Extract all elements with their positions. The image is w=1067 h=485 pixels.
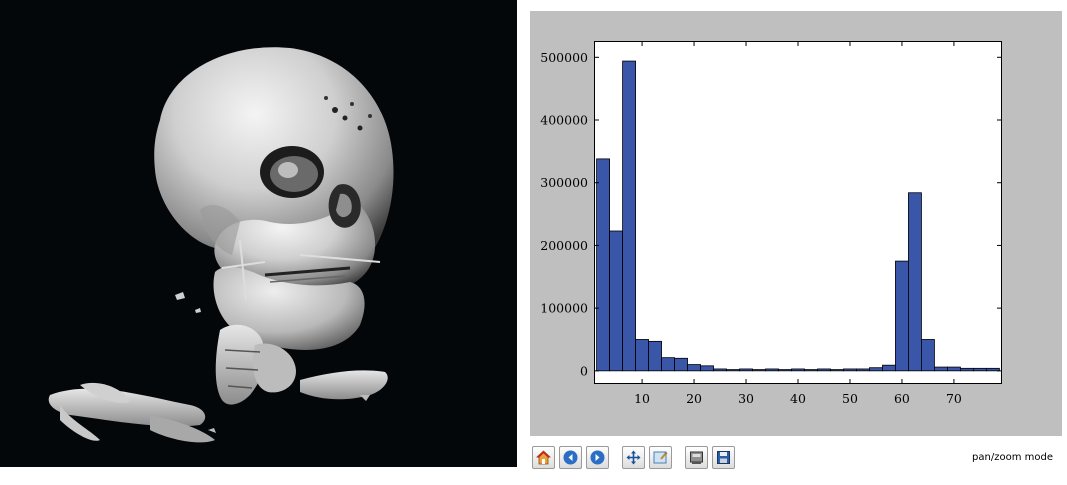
skull-render-image	[48, 47, 394, 443]
histogram-bar	[609, 230, 623, 372]
histogram-bar	[648, 340, 662, 372]
subplots-button[interactable]	[685, 446, 708, 469]
toolbar-mode-status: pan/zoom mode	[972, 452, 1053, 463]
subplots-icon	[690, 451, 703, 464]
y-tick-label: 300000	[540, 175, 588, 190]
x-ticks-layer: 10 20 30 40 50 60 70	[634, 41, 962, 406]
save-button[interactable]	[712, 446, 735, 469]
back-button[interactable]	[559, 446, 582, 469]
y-tick-label: 200000	[540, 238, 588, 253]
histogram-bar	[622, 60, 636, 372]
volume-render-view[interactable]	[0, 0, 517, 467]
histogram-bar	[726, 369, 740, 372]
y-tick-label: 500000	[540, 50, 588, 65]
histogram-bar	[596, 158, 610, 372]
plot-axes[interactable]	[594, 41, 1002, 384]
x-tick-label: 20	[686, 391, 702, 406]
histogram-bar	[713, 368, 727, 372]
histogram-bar	[895, 260, 909, 372]
x-tick-label: 10	[634, 391, 650, 406]
histogram-bar	[869, 367, 883, 372]
histogram-bar	[986, 367, 1000, 372]
histogram-bar	[739, 368, 753, 372]
histogram-bar	[921, 339, 935, 372]
y-tick-label: 0	[580, 363, 588, 378]
x-tick-label: 60	[894, 391, 910, 406]
histogram-panel: 10 20 30 40 50 60 70 0 100000 200000 300000 400000…	[519, 0, 1067, 485]
histogram-bar	[687, 364, 701, 372]
y-tick-label: 100000	[540, 301, 588, 316]
histogram-bar	[791, 368, 805, 372]
home-button[interactable]	[532, 446, 555, 469]
histogram-bar	[635, 339, 649, 372]
histogram-bar	[843, 368, 857, 372]
histogram-chart: 10 20 30 40 50 60 70 0 100000 200000 300000 400000…	[540, 41, 1002, 406]
forward-button[interactable]	[586, 446, 609, 469]
histogram-bar	[778, 369, 792, 372]
histogram-bar	[700, 365, 714, 372]
histogram-bar	[830, 369, 844, 372]
histogram-bar	[804, 369, 818, 372]
zoom-rect-icon	[653, 451, 668, 464]
x-tick-label: 40	[790, 391, 806, 406]
histogram-bar	[752, 369, 766, 372]
navigation-toolbar	[532, 446, 1062, 472]
y-tick-label: 400000	[540, 113, 588, 128]
x-tick-label: 30	[738, 391, 754, 406]
histogram-bar	[661, 357, 675, 372]
histogram-bar	[947, 366, 961, 372]
zoom-button[interactable]	[649, 446, 672, 469]
x-tick-label: 50	[842, 391, 858, 406]
x-tick-label: 70	[946, 391, 962, 406]
histogram-bar	[973, 367, 987, 372]
y-ticks-layer: 0 100000 200000 300000 400000 500000	[540, 50, 1002, 378]
arrow-right-icon	[590, 450, 605, 465]
home-icon	[535, 450, 552, 465]
histogram-bar	[765, 368, 779, 372]
histogram-bar	[674, 357, 688, 372]
arrow-left-icon	[563, 450, 578, 465]
histogram-bar	[960, 367, 974, 372]
floppy-disk-icon	[717, 451, 730, 464]
bars-layer	[596, 60, 1000, 372]
histogram-bar	[856, 368, 870, 372]
histogram-bar	[817, 368, 831, 372]
histogram-bar	[934, 366, 948, 372]
histogram-bar	[908, 192, 922, 372]
histogram-bar	[882, 364, 896, 372]
pan-button[interactable]	[622, 446, 645, 469]
move-arrows-icon	[626, 450, 641, 465]
